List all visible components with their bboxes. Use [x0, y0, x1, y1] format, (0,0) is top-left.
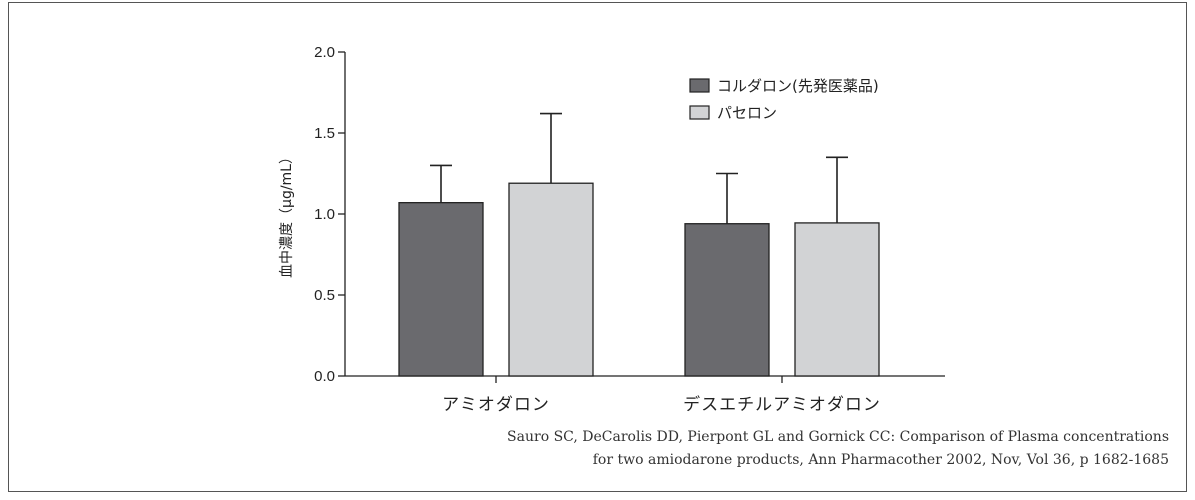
y-tick-label: 1.0 — [314, 206, 335, 223]
citation-line-1: Sauro SC, DeCarolis DD, Pierpont GL and … — [507, 429, 1169, 445]
x-tick-label: アミオダロン — [442, 395, 550, 415]
legend-swatch — [689, 78, 710, 93]
bar — [398, 202, 484, 377]
y-tick-label: 2.0 — [314, 44, 335, 61]
y-tick-label: 0.0 — [314, 368, 335, 385]
citation-line-2: for two amiodarone products, Ann Pharmac… — [592, 452, 1169, 468]
y-tick-label: 1.5 — [314, 125, 335, 142]
legend-label: パセロン — [717, 104, 777, 122]
bar — [794, 222, 880, 377]
y-tick-label: 0.5 — [314, 287, 335, 304]
figure-frame — [8, 2, 1187, 492]
bar — [508, 182, 594, 377]
citation: Sauro SC, DeCarolis DD, Pierpont GL and … — [507, 426, 1169, 472]
x-tick-label: デスエチルアミオダロン — [683, 394, 881, 415]
y-axis-title: 血中濃度（μg/mL） — [279, 150, 295, 278]
legend-swatch — [689, 105, 710, 120]
legend-label: コルダロン(先発医薬品) — [717, 77, 879, 95]
bar — [684, 223, 770, 377]
